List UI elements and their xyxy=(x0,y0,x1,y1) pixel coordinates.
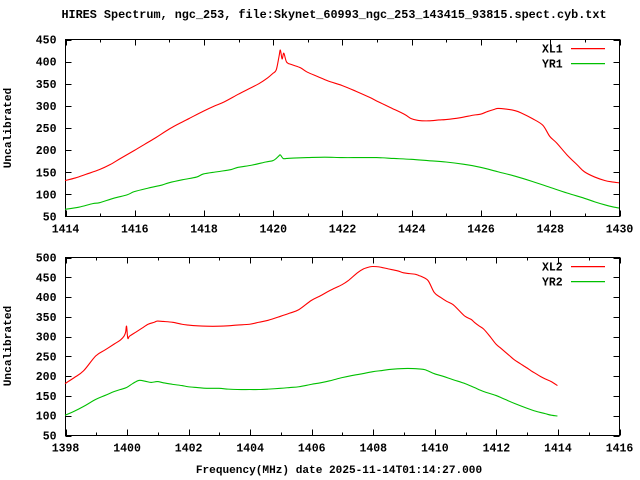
svg-text:1414: 1414 xyxy=(52,224,80,237)
svg-text:1400: 1400 xyxy=(113,443,141,456)
svg-text:1426: 1426 xyxy=(467,224,495,237)
svg-text:400: 400 xyxy=(36,57,57,70)
svg-text:400: 400 xyxy=(36,292,57,305)
svg-text:1414: 1414 xyxy=(544,443,572,456)
svg-text:500: 500 xyxy=(36,253,57,266)
svg-text:300: 300 xyxy=(36,101,57,114)
svg-text:50: 50 xyxy=(43,431,57,444)
svg-text:250: 250 xyxy=(36,123,57,136)
svg-text:1404: 1404 xyxy=(236,443,264,456)
svg-text:300: 300 xyxy=(36,332,57,345)
svg-text:450: 450 xyxy=(36,272,57,285)
svg-text:1398: 1398 xyxy=(52,443,80,456)
svg-text:1428: 1428 xyxy=(536,224,564,237)
svg-text:150: 150 xyxy=(36,391,57,404)
svg-text:1420: 1420 xyxy=(259,224,287,237)
svg-text:350: 350 xyxy=(36,79,57,92)
svg-text:100: 100 xyxy=(36,411,57,424)
svg-text:450: 450 xyxy=(36,35,57,48)
svg-text:1402: 1402 xyxy=(175,443,203,456)
svg-text:1416: 1416 xyxy=(121,224,149,237)
svg-text:200: 200 xyxy=(36,145,57,158)
svg-text:1408: 1408 xyxy=(359,443,387,456)
svg-text:1422: 1422 xyxy=(329,224,357,237)
svg-text:150: 150 xyxy=(36,167,57,180)
svg-text:1430: 1430 xyxy=(606,224,634,237)
svg-text:1424: 1424 xyxy=(398,224,426,237)
svg-text:XL2: XL2 xyxy=(542,262,563,275)
svg-text:1416: 1416 xyxy=(606,443,634,456)
svg-text:100: 100 xyxy=(36,189,57,202)
svg-text:350: 350 xyxy=(36,312,57,325)
svg-text:1410: 1410 xyxy=(421,443,449,456)
svg-text:200: 200 xyxy=(36,371,57,384)
svg-text:XL1: XL1 xyxy=(542,44,563,57)
svg-text:1412: 1412 xyxy=(483,443,511,456)
svg-text:YR1: YR1 xyxy=(542,59,563,72)
svg-text:YR2: YR2 xyxy=(542,277,563,290)
svg-text:50: 50 xyxy=(43,212,57,225)
svg-text:250: 250 xyxy=(36,351,57,364)
svg-text:1406: 1406 xyxy=(298,443,326,456)
svg-text:1418: 1418 xyxy=(190,224,218,237)
